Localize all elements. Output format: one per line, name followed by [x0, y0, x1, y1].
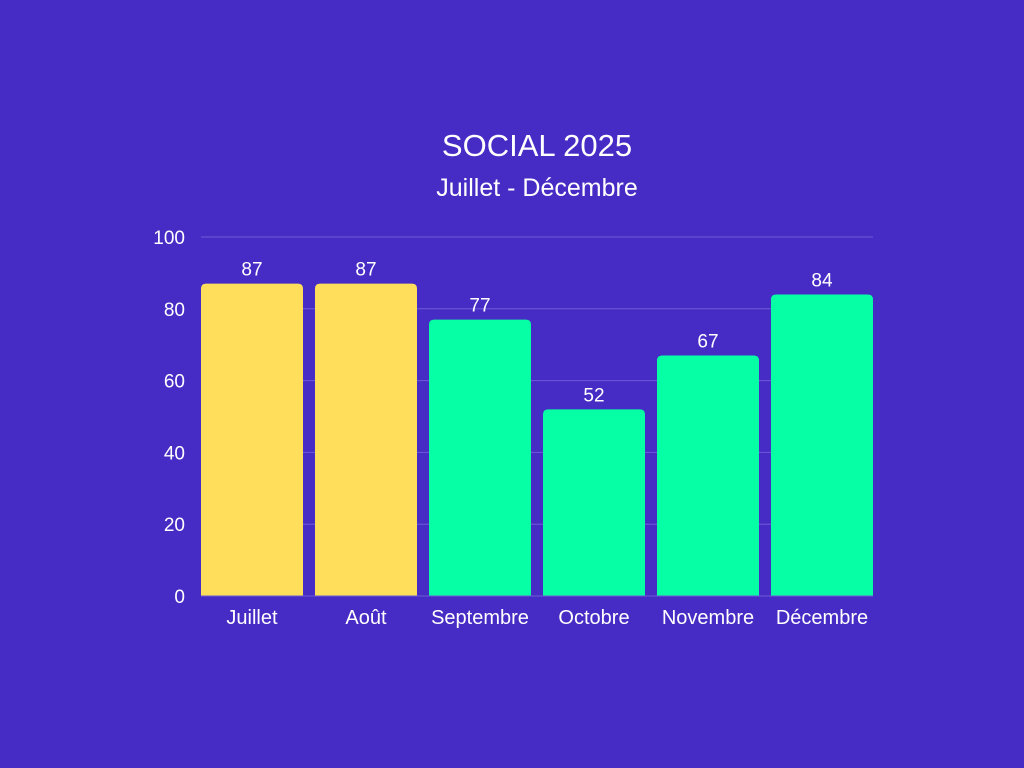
data-label: 52 — [583, 385, 604, 406]
bar — [771, 294, 873, 596]
y-tick-label: 100 — [153, 228, 185, 249]
chart-subtitle: Juillet - Décembre — [436, 174, 638, 202]
bar — [429, 319, 531, 596]
data-label: 77 — [469, 296, 490, 317]
x-tick-label: Novembre — [662, 607, 754, 629]
x-tick-label: Décembre — [776, 607, 868, 629]
bar — [315, 283, 417, 596]
x-tick-label: Août — [345, 607, 387, 629]
x-tick-label: Octobre — [558, 607, 629, 629]
bar — [543, 409, 645, 596]
y-tick-label: 20 — [164, 515, 185, 536]
data-label: 87 — [241, 260, 262, 281]
x-tick-label: Septembre — [431, 607, 529, 629]
y-tick-label: 0 — [174, 587, 185, 608]
y-tick-label: 40 — [164, 443, 185, 464]
y-tick-label: 80 — [164, 300, 185, 321]
chart-title: SOCIAL 2025 — [441, 128, 633, 163]
x-tick-label: Juillet — [226, 607, 278, 629]
data-label: 67 — [697, 331, 718, 352]
bar — [201, 283, 303, 596]
bar — [657, 355, 759, 596]
data-label: 84 — [811, 270, 833, 291]
data-label: 87 — [355, 260, 376, 281]
y-tick-label: 60 — [164, 372, 185, 393]
